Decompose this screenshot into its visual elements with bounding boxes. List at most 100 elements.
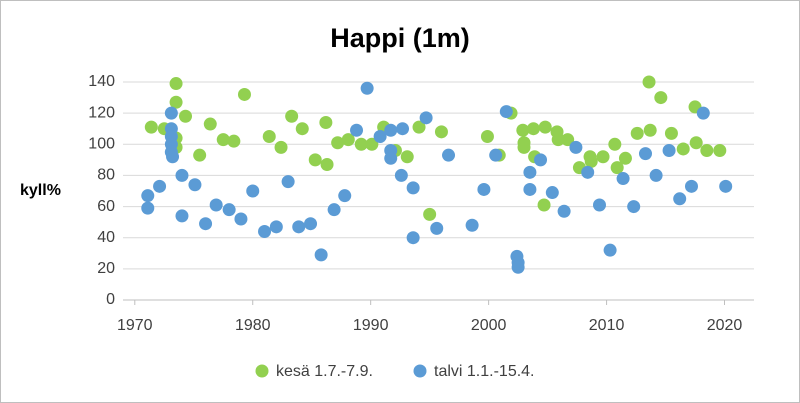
point <box>423 207 437 221</box>
point <box>584 154 598 168</box>
point <box>144 120 158 134</box>
point <box>673 192 687 206</box>
y-tick-label: 140 <box>88 73 115 90</box>
point <box>237 87 251 101</box>
point <box>643 123 657 137</box>
point <box>164 106 178 120</box>
point <box>141 189 155 203</box>
point <box>234 212 248 226</box>
legend-label: kesä 1.7.-7.9. <box>276 363 373 380</box>
point <box>153 179 167 193</box>
point <box>465 218 479 232</box>
point <box>400 150 414 164</box>
point <box>285 109 299 123</box>
point <box>188 178 202 192</box>
point <box>406 231 420 245</box>
x-tick-label: 1990 <box>353 317 389 334</box>
point <box>596 150 610 164</box>
point <box>517 136 531 150</box>
point <box>551 133 565 147</box>
point <box>610 161 624 175</box>
point <box>246 184 260 198</box>
point <box>569 140 583 154</box>
point <box>523 182 537 196</box>
point <box>406 181 420 195</box>
point <box>169 95 183 109</box>
point <box>534 153 548 167</box>
point <box>434 125 448 139</box>
point <box>545 186 559 200</box>
point <box>654 91 668 105</box>
point <box>350 123 364 137</box>
point <box>664 126 678 140</box>
x-tick-label: 1970 <box>117 317 153 334</box>
point <box>341 133 355 147</box>
point <box>489 148 503 162</box>
point <box>642 75 656 89</box>
point <box>394 168 408 182</box>
point <box>412 120 426 134</box>
point <box>308 153 322 167</box>
point <box>258 224 272 238</box>
point <box>365 137 379 151</box>
point <box>281 175 295 189</box>
point <box>649 168 663 182</box>
point <box>627 200 641 214</box>
point <box>480 130 494 143</box>
point <box>338 189 352 203</box>
point <box>360 81 374 95</box>
point <box>696 106 710 120</box>
point <box>384 123 398 137</box>
legend-marker <box>413 364 427 378</box>
point <box>396 122 410 136</box>
point <box>320 158 334 172</box>
point <box>354 137 368 151</box>
y-tick-label: 120 <box>88 104 115 121</box>
y-tick-label: 60 <box>97 198 115 215</box>
point <box>295 122 309 136</box>
point <box>209 198 223 212</box>
point <box>537 198 551 212</box>
point <box>227 134 241 148</box>
point <box>638 147 652 161</box>
marks <box>141 75 733 274</box>
y-tick-label: 100 <box>88 136 115 153</box>
point <box>222 203 236 217</box>
point <box>419 111 433 125</box>
point <box>700 144 714 158</box>
point <box>175 168 189 182</box>
point <box>499 105 513 119</box>
y-tick-label: 40 <box>97 229 115 246</box>
x-tick-label: 2010 <box>589 317 625 334</box>
point <box>616 172 630 186</box>
point <box>203 117 217 131</box>
point <box>618 151 632 165</box>
y-tick-label: 0 <box>106 291 115 308</box>
point <box>166 150 180 164</box>
point <box>269 220 283 234</box>
point <box>581 165 595 179</box>
x-tick-label: 2000 <box>471 317 507 334</box>
point <box>292 220 306 234</box>
point <box>557 204 571 218</box>
point <box>477 182 491 196</box>
point <box>689 136 703 150</box>
x-tick-label: 1980 <box>235 317 271 334</box>
point <box>511 260 525 274</box>
point <box>430 221 444 235</box>
point <box>262 130 276 143</box>
point <box>319 115 333 129</box>
legend-marker <box>255 364 269 378</box>
point <box>331 136 345 150</box>
point <box>630 126 644 140</box>
point <box>216 133 230 147</box>
point <box>592 198 606 212</box>
point <box>193 148 207 162</box>
point <box>719 179 733 193</box>
y-tick-label: 80 <box>97 167 115 184</box>
point <box>538 120 552 134</box>
point <box>314 248 328 262</box>
point <box>662 144 676 158</box>
